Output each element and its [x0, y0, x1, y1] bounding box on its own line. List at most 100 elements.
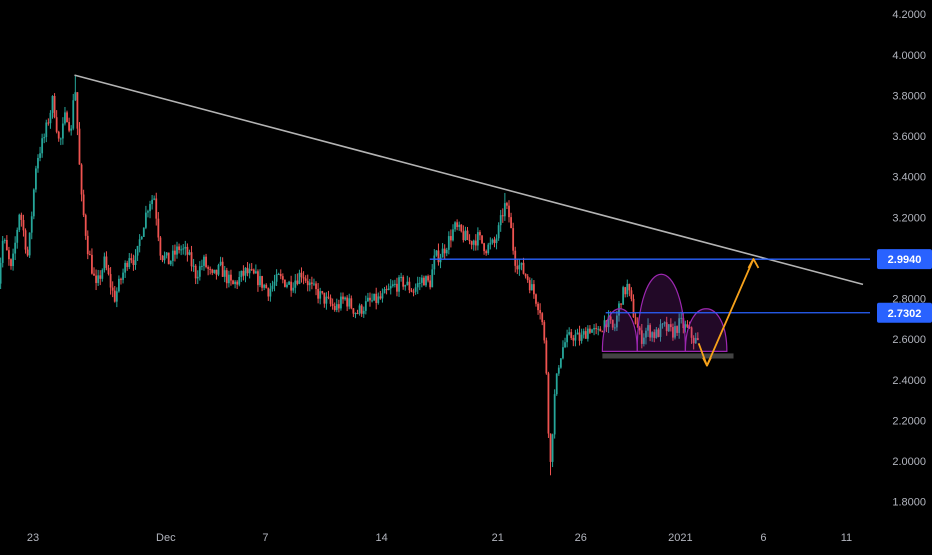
- candle-body: [37, 157, 39, 169]
- price-axis[interactable]: 4.20004.00003.80003.60003.40003.20003.00…: [877, 9, 932, 509]
- candle-body: [138, 239, 141, 247]
- candle-body: [51, 95, 54, 113]
- candle-body: [389, 286, 392, 289]
- candle-body: [518, 264, 521, 270]
- candle-body: [682, 317, 685, 329]
- candle-body: [420, 277, 423, 283]
- candle-body: [391, 284, 394, 287]
- pattern-shoulder[interactable]: [684, 308, 728, 352]
- candle-body: [655, 329, 658, 338]
- candle-body: [74, 92, 77, 101]
- candle-body: [288, 281, 290, 285]
- candle-body: [165, 252, 168, 256]
- candle-body: [203, 256, 205, 266]
- candle-body: [512, 228, 515, 251]
- candle-body: [155, 198, 158, 219]
- candle-body: [103, 256, 106, 271]
- candle-body: [257, 271, 259, 286]
- candle-body: [597, 328, 600, 330]
- candle-body: [215, 269, 218, 275]
- candle-body: [369, 297, 371, 301]
- price-tick-label: 2.0000: [892, 456, 926, 468]
- candle-body: [410, 290, 413, 292]
- candle-body: [510, 217, 512, 229]
- candle-body: [84, 215, 87, 236]
- candle-body: [107, 267, 110, 275]
- candle-body: [524, 273, 527, 277]
- candle-body: [178, 246, 180, 250]
- candle-body: [472, 240, 475, 245]
- candle-body: [400, 276, 403, 278]
- candle-body: [313, 283, 315, 285]
- candle-body: [684, 324, 687, 329]
- candle-body: [377, 296, 380, 303]
- candle-body: [99, 275, 102, 279]
- candle-body: [209, 268, 212, 270]
- price-tick-label: 4.0000: [892, 50, 926, 62]
- candle-body: [30, 216, 33, 233]
- candle-body: [537, 303, 539, 311]
- candle-body: [80, 164, 83, 195]
- candle-body: [122, 272, 124, 280]
- candle-body: [242, 270, 245, 276]
- candle-body: [418, 282, 421, 284]
- candle-body: [8, 250, 10, 260]
- candle-body: [630, 290, 633, 299]
- price-tag-2-7302[interactable]: 2.7302: [888, 308, 922, 320]
- annotations-layer: [74, 74, 870, 367]
- candle-body: [286, 284, 288, 287]
- candle-body: [329, 297, 332, 304]
- descending-trendline[interactable]: [74, 74, 864, 286]
- support-zone[interactable]: [602, 353, 734, 359]
- candle-body: [234, 281, 237, 285]
- candle-body: [68, 122, 71, 131]
- candle-body: [252, 269, 255, 274]
- candle-body: [584, 331, 587, 339]
- candle-body: [642, 337, 645, 344]
- candle-body: [636, 323, 639, 328]
- price-tick-label: 2.6000: [892, 334, 926, 346]
- candle-body: [340, 296, 342, 309]
- price-tag-2-9940[interactable]: 2.9940: [888, 254, 922, 266]
- candle-body: [354, 313, 357, 315]
- candle-body: [607, 316, 610, 328]
- candle-body: [302, 277, 305, 279]
- time-tick-label: 23: [27, 532, 39, 544]
- candle-body: [194, 265, 197, 279]
- time-tick-label: 14: [375, 532, 387, 544]
- candle-body: [551, 434, 554, 462]
- candle-body: [176, 246, 178, 255]
- candle-body: [43, 137, 46, 139]
- candle-body: [427, 276, 429, 281]
- candle-body: [396, 283, 398, 292]
- candle-body: [238, 276, 241, 285]
- candle-body: [667, 324, 670, 332]
- candle-body: [543, 322, 546, 341]
- candle-body: [676, 326, 678, 333]
- candle-body: [450, 236, 452, 241]
- candle-body: [140, 236, 143, 240]
- candle-body: [35, 168, 37, 190]
- candle-body: [381, 293, 384, 299]
- candle-body: [458, 224, 461, 227]
- candle-body: [383, 289, 386, 294]
- candle-body: [649, 325, 652, 338]
- candle-body: [431, 269, 434, 288]
- candle-body: [10, 259, 12, 267]
- candle-body: [443, 248, 446, 254]
- candle-body: [429, 280, 432, 288]
- candle-body: [520, 262, 523, 265]
- candle-body: [294, 280, 297, 288]
- candle-body: [688, 326, 691, 328]
- candle-body: [120, 278, 122, 280]
- candle-body: [572, 337, 575, 341]
- candle-body: [680, 317, 683, 319]
- candle-body: [3, 240, 6, 242]
- time-axis[interactable]: 23 Dec 7 14 21 26 2021 6 11: [27, 532, 852, 544]
- candle-body: [640, 330, 643, 344]
- candle-body: [126, 262, 129, 267]
- candle-body: [244, 267, 247, 276]
